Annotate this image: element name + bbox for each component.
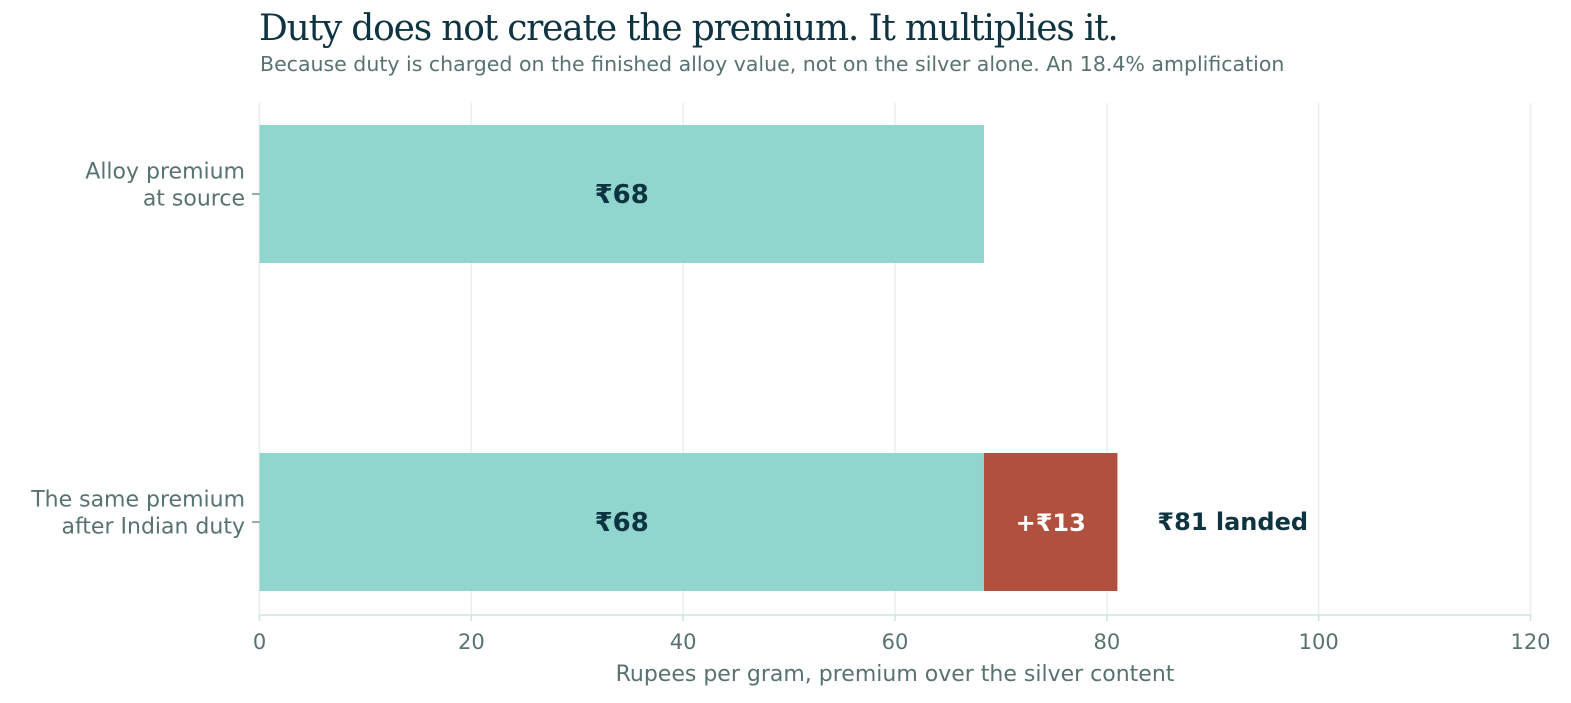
- duty-value-label: +₹13: [1016, 509, 1086, 537]
- bar-base-segment: [259, 125, 984, 263]
- category-label-line: after Indian duty: [61, 515, 245, 540]
- x-axis-title: Rupees per gram, premium over the silver…: [616, 662, 1175, 687]
- y-axis: Alloy premium at source The same premium af…: [30, 160, 260, 540]
- category-label-line: Alloy premium: [85, 160, 245, 185]
- bar-value-label: ₹68: [595, 180, 649, 210]
- x-tick-label: 0: [253, 630, 266, 654]
- category-label-line: The same premium: [30, 488, 245, 513]
- x-axis: 0 20 40 60 80 100 120: [253, 614, 1551, 654]
- x-tick-label: 100: [1299, 630, 1339, 654]
- bar-duty-segment: [983, 453, 1118, 591]
- bar-value-label: ₹68: [595, 508, 649, 538]
- chart-title: Duty does not create the premium. It mul…: [259, 8, 1119, 49]
- total-value-label: ₹81 landed: [1157, 508, 1308, 536]
- x-tick-label: 40: [670, 630, 697, 654]
- category-label-line: at source: [143, 187, 245, 212]
- x-tick-label: 120: [1510, 630, 1550, 654]
- x-tick-label: 80: [1093, 630, 1120, 654]
- category-label: The same premium after Indian duty: [30, 488, 245, 540]
- bars: ₹68 ₹68 +₹13 ₹81 landed: [259, 125, 1308, 591]
- bar-base-segment: [259, 453, 984, 591]
- x-tick-label: 20: [458, 630, 485, 654]
- chart-subtitle: Because duty is charged on the finished …: [260, 52, 1285, 76]
- category-label: Alloy premium at source: [85, 160, 245, 212]
- x-tick-label: 60: [882, 630, 909, 654]
